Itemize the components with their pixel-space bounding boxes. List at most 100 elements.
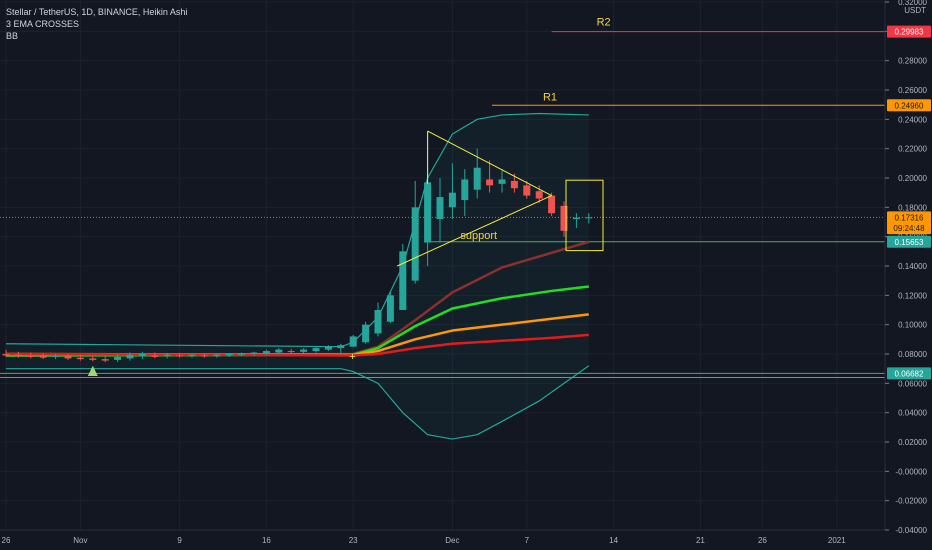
triangle-lower-line [396,195,552,267]
price-label-box [887,222,931,235]
candle-body [560,205,568,231]
candle-body [461,179,469,200]
candle-body [585,217,593,219]
y-tick-label: -0.02000 [895,497,927,506]
y-tick-label: 0.06000 [898,379,927,388]
price-label-box [887,25,931,38]
y-tick-label: 0.22000 [898,145,927,154]
r1-label: R1 [543,91,557,103]
candle-body [411,207,419,281]
x-tick-label: Nov [73,536,87,545]
bollinger-band-fill [6,113,589,440]
candle-body [386,295,394,322]
candle-body [374,310,382,334]
price-axis-unit: USDT [904,6,926,15]
y-tick-label: 0.28000 [898,57,927,66]
x-tick-label: 21 [696,536,705,545]
y-tick-label: 0.26000 [898,86,927,95]
x-tick-label: 23 [349,536,358,545]
candle-body [498,179,506,184]
y-tick-label: -0.04000 [895,526,927,535]
symbol-title: Stellar / TetherUS, 1D, BINANCE, Heikin … [6,7,188,17]
candle-body [52,355,60,357]
candle-body [349,336,357,347]
candle-body [337,345,345,349]
candle-body [151,355,159,357]
candle-body [300,349,308,352]
candle-body [548,195,556,214]
triangle-upper-line [427,130,552,197]
price-label-text: 0.06682 [895,369,924,378]
y-tick-label: -0.00000 [895,467,927,476]
candle-body [324,346,332,350]
bb-indicator-label: BB [6,31,19,41]
candle-body [27,355,35,357]
bollinger-lower-line [6,365,590,440]
candle-body [436,197,444,220]
candle-body [250,352,258,354]
candle-body [101,359,109,361]
ema-line-4 [5,333,589,357]
price-label-box [887,211,931,224]
support-label: support [460,230,497,242]
candle-body [89,358,97,360]
candle-body [448,192,456,208]
candle-body [200,355,208,357]
y-tick-label: 0.04000 [898,409,927,418]
candle-body [138,354,146,357]
price-label-box [887,99,931,112]
cross-marker: + [349,351,355,363]
candle-body [213,354,221,357]
candle-body [238,353,246,355]
candle-body [114,356,122,360]
candle-body [473,167,481,190]
price-label-text: 0.17316 [895,213,924,222]
ema-indicator-label: 3 EMA CROSSES [6,19,80,29]
candle-body [510,180,518,189]
candle-body [126,354,134,359]
y-tick-label: 0.32000 [898,0,927,7]
x-tick-label: 26 [758,536,767,545]
candle-body [76,357,84,360]
x-tick-label: 26 [2,536,11,545]
x-tick-label: 2021 [828,536,846,545]
y-tick-label: 0.18000 [898,203,927,212]
price-label-text: 0.29983 [895,28,924,37]
candle-body [486,179,494,186]
y-tick-label: 0.24000 [898,115,927,124]
y-tick-label: 0.12000 [898,291,927,300]
candle-body [262,351,270,354]
y-tick-label: 0.10000 [898,321,927,330]
candle-body [176,355,184,357]
candle-body [287,351,295,353]
candle-body [39,356,47,358]
candle-body [424,182,432,243]
candle-body [2,354,10,356]
buy-signal-marker [87,365,98,376]
candle-body [535,191,543,199]
x-tick-label: 9 [177,536,182,545]
price-label-box [887,367,931,380]
x-tick-label: Dec [445,536,459,545]
x-tick-label: 7 [525,536,530,545]
y-tick-label: 0.14000 [898,262,927,271]
x-tick-label: 16 [262,536,271,545]
x-tick-label: 14 [609,536,618,545]
candle-body [523,185,531,196]
candle-body [362,324,370,343]
candle-body [163,354,171,357]
candle-body [399,251,407,310]
price-label-text: 09:24:48 [893,224,925,233]
price-label-text: 0.15653 [895,238,924,247]
candle-body [225,354,233,356]
candle-body [188,354,196,357]
r2-label: R2 [597,17,611,29]
candle-body [572,217,580,220]
candle-body [14,354,22,357]
price-label-box [887,235,931,248]
y-tick-label: 0.20000 [898,174,927,183]
candle-body [64,356,72,359]
candle-body [275,349,283,353]
